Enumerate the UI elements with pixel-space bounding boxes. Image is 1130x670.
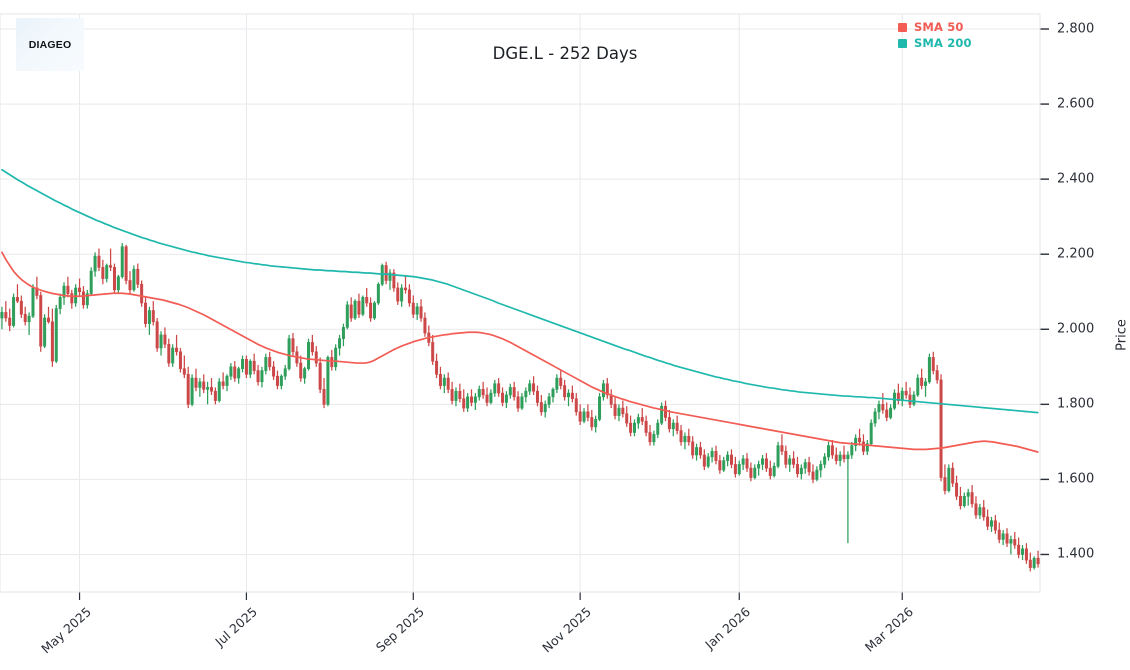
legend-label: SMA 200 [914, 35, 972, 50]
diageo-logo: DIAGEO [16, 18, 84, 71]
legend-swatch-icon [898, 23, 907, 33]
y-tick-label: 1.600 [1057, 471, 1095, 487]
series-line-sma-50 [1, 251, 1039, 453]
y-tick-label: 2.200 [1057, 246, 1095, 262]
legend-swatch-icon [898, 38, 907, 48]
y-tick-label: 1.400 [1057, 546, 1095, 562]
legend-sma-50[interactable]: SMA 50 [898, 20, 972, 34]
series-line-sma-200 [1, 168, 1039, 414]
candlestick-series [0, 242, 1040, 572]
legend-label: SMA 50 [914, 20, 964, 34]
legend-sma-200[interactable]: SMA 200 [898, 35, 972, 50]
chart-legend: SMA 50 SMA 200 [898, 20, 972, 50]
y-tick-label: 2.400 [1057, 171, 1095, 187]
y-tick-label: 2.600 [1057, 96, 1095, 112]
y-tick-label: 1.800 [1057, 396, 1095, 412]
y-axis-label: Price [1114, 319, 1130, 351]
y-tick-label: 2.800 [1057, 21, 1095, 37]
y-tick-label: 2.000 [1057, 321, 1095, 337]
logo-label: DIAGEO [28, 38, 72, 51]
